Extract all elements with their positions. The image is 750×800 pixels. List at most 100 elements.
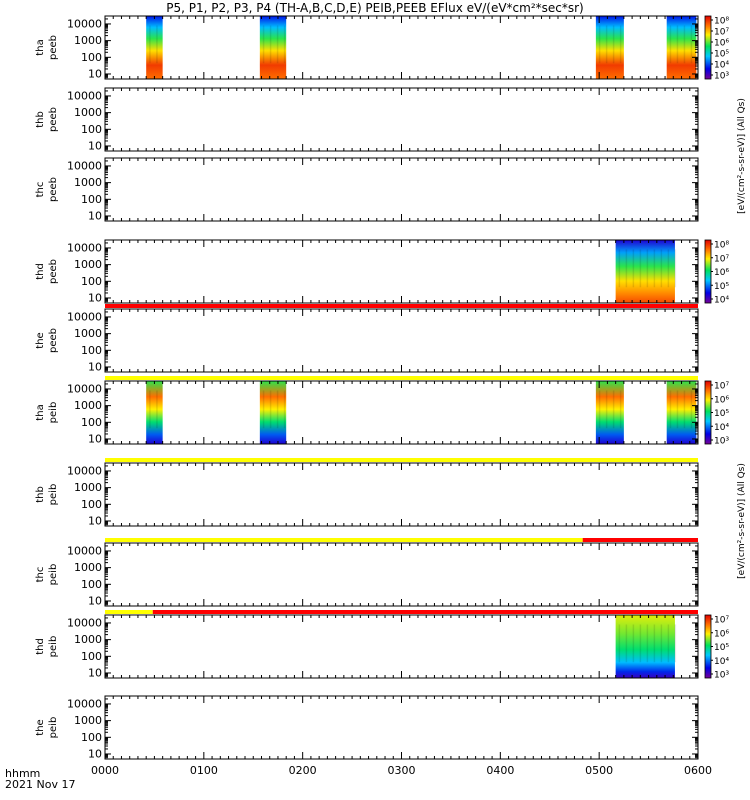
panel-product-label: peib xyxy=(48,564,59,586)
y-tick-label: 10 xyxy=(88,432,102,445)
y-tick-label: 100 xyxy=(81,51,102,64)
y-tick-label: 10000 xyxy=(67,464,102,477)
colorbar-tick-label: 10⁷ xyxy=(714,254,729,264)
spectrogram-streak xyxy=(669,25,672,64)
spectrogram-streak xyxy=(646,624,649,663)
spectrogram-interval xyxy=(595,381,624,444)
colorbar xyxy=(704,380,712,445)
spectrogram-interval xyxy=(146,16,163,79)
panel-product-label: peib xyxy=(48,484,59,506)
panel-frame xyxy=(104,239,699,304)
panel-probe-label: thb xyxy=(35,486,46,503)
spectrogram-streak xyxy=(262,390,265,429)
colorbar-tick-label: 10⁴ xyxy=(714,423,729,433)
y-tick-label: 10000 xyxy=(67,17,102,30)
spectrogram-streak xyxy=(632,624,635,663)
mode-bar-segment xyxy=(105,304,698,308)
x-tick-label: 0300 xyxy=(388,764,416,777)
spectrogram-streak xyxy=(283,25,286,64)
spectrogram-interval xyxy=(666,16,697,79)
colorbar-tick-label: 10⁶ xyxy=(714,39,729,49)
spectrogram-interval xyxy=(615,240,675,303)
panel-probe-label: the xyxy=(35,719,46,735)
spectrogram-streak xyxy=(269,390,272,429)
spectrogram-streak xyxy=(612,25,615,64)
spectrogram-streak xyxy=(653,624,656,663)
colorbar-tick-label: 10⁴ xyxy=(714,657,729,667)
colorbar-tick-label: 10³ xyxy=(714,671,729,681)
y-tick-label: 10 xyxy=(88,360,102,373)
colorbar-tick-label: 10³ xyxy=(714,72,729,82)
panel-probe-label: thb xyxy=(35,111,46,128)
panel-probe-label: thc xyxy=(35,567,46,583)
spectrogram-streak xyxy=(674,624,677,663)
panel-product-label: peeb xyxy=(48,35,59,60)
y-tick-label: 1000 xyxy=(74,34,102,47)
panel-frame xyxy=(104,462,699,527)
y-tick-label: 1000 xyxy=(74,258,102,271)
spectrogram-streak xyxy=(618,624,621,663)
x-tick-label: 0000 xyxy=(91,764,119,777)
colorbar xyxy=(704,614,712,679)
spectrogram-streak xyxy=(619,390,622,429)
spectrogram-streak xyxy=(156,25,158,64)
panel-product-label: peib xyxy=(48,717,59,739)
y-tick-label: 10000 xyxy=(67,310,102,323)
chart-title: P5, P1, P2, P3, P4 (TH-A,B,C,D,E) PEIB,P… xyxy=(166,1,584,15)
spectrogram-streak xyxy=(149,25,151,64)
y-tick-label: 100 xyxy=(81,416,102,429)
panel-product-label: peeb xyxy=(48,177,59,202)
panel-probe-label: thd xyxy=(35,638,46,655)
y-tick-label: 100 xyxy=(81,193,102,206)
spectrogram-streak xyxy=(598,390,601,429)
panel-frame xyxy=(104,157,699,222)
spectrogram-interval xyxy=(595,16,624,79)
y-tick-label: 10 xyxy=(88,666,102,679)
colorbar xyxy=(704,239,712,304)
panel-frame xyxy=(104,695,699,760)
panel-probe-label: tha xyxy=(35,39,46,55)
colorbar-tick-label: 10⁵ xyxy=(714,282,729,292)
mode-bar-segment xyxy=(582,538,698,542)
y-tick-label: 10 xyxy=(88,139,102,152)
spectrogram-streak xyxy=(667,624,670,663)
date-label: 2021 Nov 17 xyxy=(5,778,76,791)
y-tick-label: 100 xyxy=(81,275,102,288)
y-tick-label: 10000 xyxy=(67,159,102,172)
panel-product-label: peeb xyxy=(48,259,59,284)
y-tick-label: 1000 xyxy=(74,106,102,119)
y-tick-label: 1000 xyxy=(74,399,102,412)
y-tick-label: 100 xyxy=(81,650,102,663)
colorbar-label: [eV/(cm²-s-sr-eV)] (All Qs) xyxy=(737,463,747,579)
spectrogram-streak xyxy=(605,390,608,429)
spectrogram-streak xyxy=(619,25,622,64)
spectrogram-streak xyxy=(660,624,663,663)
spectrogram-interval xyxy=(146,381,163,444)
y-tick-label: 10 xyxy=(88,747,102,760)
y-tick-label: 1000 xyxy=(74,714,102,727)
colorbar-tick-label: 10⁷ xyxy=(714,382,729,392)
y-tick-label: 100 xyxy=(81,731,102,744)
spectrogram-streak xyxy=(669,390,672,429)
y-tick-label: 10000 xyxy=(67,382,102,395)
colorbar-tick-label: 10⁶ xyxy=(714,395,729,405)
y-tick-label: 10 xyxy=(88,514,102,527)
x-tick-label: 0600 xyxy=(684,764,712,777)
panel-frame xyxy=(104,542,699,607)
spectrogram-streak xyxy=(690,390,693,429)
y-tick-label: 1000 xyxy=(74,633,102,646)
panel-probe-label: tha xyxy=(35,404,46,420)
spectrogram-streak xyxy=(283,390,286,429)
y-tick-label: 1000 xyxy=(74,327,102,340)
panel-probe-label: thd xyxy=(35,263,46,280)
spectrogram-streak xyxy=(618,249,621,288)
colorbar-tick-label: 10⁵ xyxy=(714,409,729,419)
spectrogram-streak xyxy=(262,25,265,64)
mode-bar-segment xyxy=(152,610,699,614)
panel-frame xyxy=(104,614,699,679)
spectrogram-streak xyxy=(646,249,649,288)
spectrogram-streak xyxy=(690,25,693,64)
y-tick-label: 100 xyxy=(81,123,102,136)
spectrogram-streak xyxy=(156,390,158,429)
spectrogram-interval xyxy=(666,381,697,444)
